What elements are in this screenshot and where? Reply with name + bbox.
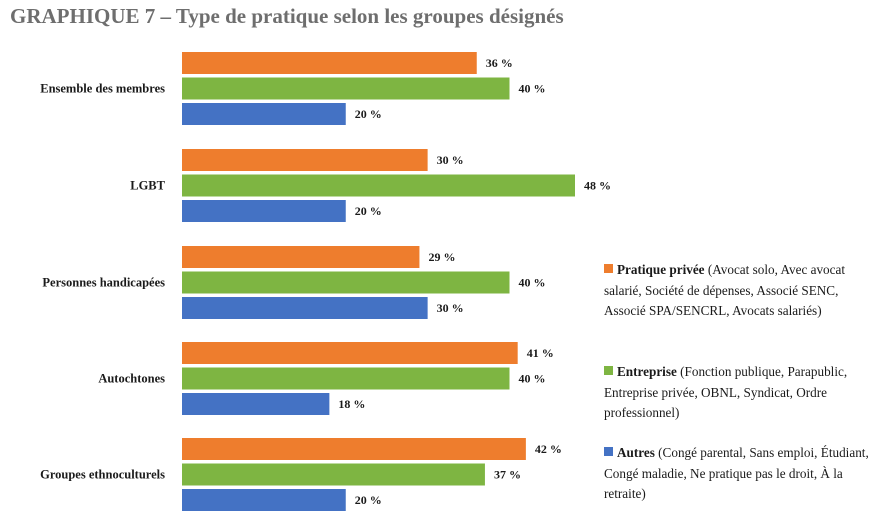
legend-desc-pratique-privee: (Avocat solo, Avec avocat salarié, Socié… — [604, 262, 846, 318]
value-label-pratique-privee-groupes-ethnoculturels: 42 % — [535, 442, 562, 456]
category-label-autochtones: Autochtones — [98, 372, 165, 386]
category-label-ensemble-des-membres: Ensemble des membres — [40, 82, 165, 96]
bar-autres-autochtones — [182, 393, 330, 415]
bar-autres-lgbt — [182, 200, 346, 222]
legend-name-autres: Autres — [617, 445, 655, 460]
legend-item-pratique-privee: Pratique privée (Avocat solo, Avec avoca… — [604, 260, 880, 322]
value-label-autres-lgbt: 20 % — [355, 204, 382, 218]
value-label-pratique-privee-ensemble-des-membres: 36 % — [486, 56, 513, 70]
legend-swatch-autres — [604, 447, 613, 456]
bar-pratique-privee-ensemble-des-membres — [182, 52, 477, 74]
legend-name-pratique-privee: Pratique privée — [617, 262, 705, 277]
legend-desc-entreprise: (Fonction publique, Parapublic, Entrepri… — [604, 364, 848, 420]
bar-entreprise-autochtones — [182, 367, 510, 390]
bar-pratique-privee-groupes-ethnoculturels — [182, 438, 526, 460]
bar-autres-groupes-ethnoculturels — [182, 489, 346, 511]
bar-pratique-privee-autochtones — [182, 342, 518, 364]
value-label-entreprise-groupes-ethnoculturels: 37 % — [494, 468, 521, 482]
value-label-pratique-privee-personnes-handicapees: 29 % — [428, 250, 455, 264]
bar-entreprise-lgbt — [182, 174, 575, 197]
category-label-groupes-ethnoculturels: Groupes ethnoculturels — [40, 468, 165, 482]
bar-entreprise-ensemble-des-membres — [182, 77, 510, 100]
value-label-entreprise-autochtones: 40 % — [519, 372, 546, 386]
bar-entreprise-groupes-ethnoculturels — [182, 463, 485, 486]
category-label-personnes-handicapees: Personnes handicapées — [42, 276, 165, 290]
bar-pratique-privee-personnes-handicapees — [182, 246, 420, 268]
legend-item-autres: Autres (Congé parental, Sans emploi, Étu… — [604, 443, 880, 505]
value-label-autres-autochtones: 18 % — [338, 397, 365, 411]
legend-desc-autres: (Congé parental, Sans emploi, Étudiant, … — [604, 445, 869, 501]
value-label-pratique-privee-lgbt: 30 % — [437, 153, 464, 167]
legend-swatch-entreprise — [604, 366, 613, 375]
bar-pratique-privee-lgbt — [182, 149, 428, 171]
bar-entreprise-personnes-handicapees — [182, 271, 510, 294]
value-label-autres-personnes-handicapees: 30 % — [437, 301, 464, 315]
value-label-pratique-privee-autochtones: 41 % — [527, 346, 554, 360]
chart-title: GRAPHIQUE 7 – Type de pratique selon les… — [10, 4, 564, 28]
value-label-autres-groupes-ethnoculturels: 20 % — [355, 493, 382, 507]
bar-autres-personnes-handicapees — [182, 297, 428, 319]
legend-name-entreprise: Entreprise — [617, 364, 677, 379]
bar-autres-ensemble-des-membres — [182, 103, 346, 125]
category-label-lgbt: LGBT — [130, 179, 165, 193]
value-label-entreprise-ensemble-des-membres: 40 % — [519, 82, 546, 96]
legend-item-entreprise: Entreprise (Fonction publique, Parapubli… — [604, 362, 880, 424]
value-label-autres-ensemble-des-membres: 20 % — [355, 107, 382, 121]
value-label-entreprise-personnes-handicapees: 40 % — [519, 276, 546, 290]
value-label-entreprise-lgbt: 48 % — [584, 179, 611, 193]
legend-swatch-pratique-privee — [604, 264, 613, 273]
